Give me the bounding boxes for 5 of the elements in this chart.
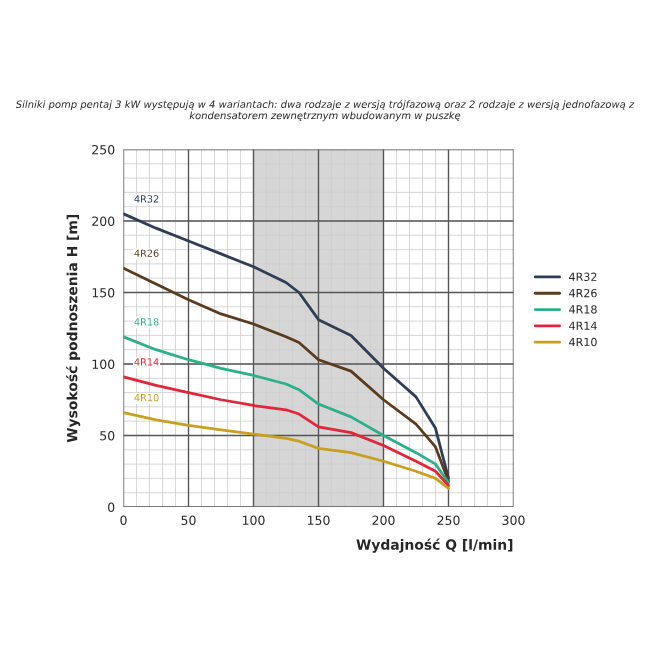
line-series	[123, 266, 450, 483]
line-series	[123, 335, 450, 485]
line-series	[123, 212, 450, 480]
line-series	[123, 411, 450, 490]
line-series	[123, 375, 450, 487]
